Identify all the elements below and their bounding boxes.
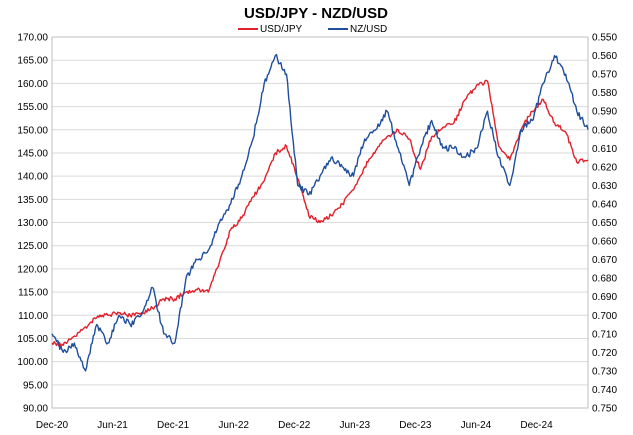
plot-area [51, 36, 589, 409]
y-right-tick-label: 0.710 [592, 329, 617, 340]
x-tick-label: Dec-23 [399, 420, 432, 431]
y-right-tick-label: 0.550 [592, 33, 617, 44]
y-left-tick-label: 115.00 [18, 288, 48, 299]
y-left-tick-label: 145.00 [17, 148, 48, 159]
y-right-tick-label: 0.640 [592, 199, 617, 210]
y-left-tick-label: 100.00 [17, 357, 48, 368]
series-layer [51, 53, 589, 372]
legend-label-usdjpy: USD/JPY [260, 24, 303, 35]
y-right-tick-label: 0.720 [592, 348, 617, 359]
x-tick-label: Jun-22 [218, 420, 249, 431]
x-tick-label: Dec-21 [157, 420, 190, 431]
y-left-tick-label: 140.00 [17, 172, 48, 183]
y-left-tick-label: 120.00 [17, 264, 48, 275]
y-right-tick-label: 0.620 [592, 162, 617, 173]
x-axis: Dec-20 Jun-21 Dec-21 Jun-22 Dec-22 Jun-23 Dec-… [36, 420, 553, 431]
y-left-tick-label: 125.00 [17, 241, 48, 252]
y-right-tick-label: 0.610 [592, 144, 617, 155]
y-right-tick-label: 0.730 [592, 366, 617, 377]
y-left-tick-label: 170.00 [17, 33, 48, 44]
y-right-tick-label: 0.660 [592, 237, 617, 248]
y-right-tick-label: 0.630 [592, 181, 617, 192]
legend-label-nzusd: NZ/USD [350, 24, 387, 35]
y-left-tick-label: 90.00 [23, 404, 48, 415]
y-right-tick-label: 0.570 [592, 70, 617, 81]
x-tick-label: Jun-23 [340, 420, 371, 431]
y-left-tick-label: 135.00 [17, 195, 48, 206]
y-right-tick-label: 0.690 [592, 292, 617, 303]
y-right-tick-label: 0.600 [592, 125, 617, 136]
y-right-tick-label: 0.650 [592, 218, 617, 229]
y-right-tick-label: 0.590 [592, 107, 617, 118]
y-left-tick-label: 95.00 [23, 380, 48, 391]
y-right-tick-label: 0.560 [592, 51, 617, 62]
series-line-usdjpy [51, 79, 589, 348]
x-tick-label: Dec-24 [520, 420, 553, 431]
y-axis-left: 90.00 95.00 100.00 105.00 110.00 115.00 120.00… [17, 33, 48, 415]
y-left-tick-label: 150.00 [17, 125, 48, 136]
legend: USD/JPY NZ/USD [238, 24, 387, 35]
x-tick-label: Dec-20 [36, 420, 69, 431]
y-right-tick-label: 0.580 [592, 88, 617, 99]
y-left-tick-label: 105.00 [17, 334, 48, 345]
y-right-tick-label: 0.670 [592, 255, 617, 266]
x-tick-label: Dec-22 [278, 420, 311, 431]
series-line-nzusd [51, 53, 589, 372]
y-left-tick-label: 160.00 [17, 79, 48, 90]
x-tick-label: Jun-21 [97, 420, 128, 431]
y-left-tick-label: 110.00 [18, 311, 48, 322]
y-left-tick-label: 155.00 [17, 102, 48, 113]
y-left-tick-label: 165.00 [17, 56, 48, 67]
y-left-tick-label: 130.00 [17, 218, 48, 229]
chart-title: USD/JPY - NZD/USD [244, 5, 388, 22]
x-tick-label: Jun-24 [461, 420, 492, 431]
y-right-tick-label: 0.680 [592, 274, 617, 285]
y-right-tick-label: 0.750 [592, 404, 617, 415]
y-right-tick-label: 0.740 [592, 385, 617, 396]
y-right-tick-label: 0.700 [592, 311, 617, 322]
y-axis-right: 0.550 0.560 0.570 0.580 0.590 0.600 0.610 0.620… [592, 33, 617, 415]
